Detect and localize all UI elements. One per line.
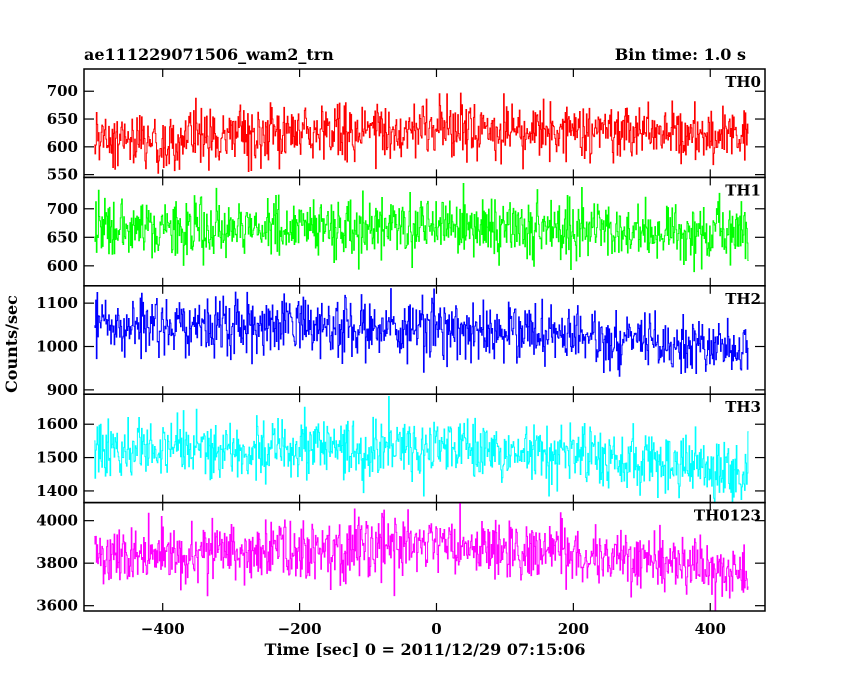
panel-label-th0: TH0 bbox=[725, 73, 761, 91]
x-tick-label: 400 bbox=[695, 620, 726, 638]
panel-label-th0123: TH0123 bbox=[694, 507, 761, 525]
series-line-th3 bbox=[94, 396, 749, 503]
chart-title: ae111229071506_wam2_trn bbox=[84, 45, 334, 64]
x-tick-label: −200 bbox=[278, 620, 322, 638]
panel-label-th3: TH3 bbox=[725, 398, 761, 416]
series-line-th0 bbox=[94, 92, 749, 174]
series-line-th1 bbox=[94, 182, 749, 273]
y-tick-label-th2: 900 bbox=[47, 381, 78, 399]
y-tick-label-th0123: 3600 bbox=[36, 597, 78, 615]
y-tick-label-th0: 650 bbox=[47, 110, 78, 128]
y-tick-label-th0123: 3800 bbox=[36, 554, 78, 572]
y-tick-label-th3: 1400 bbox=[36, 482, 78, 500]
y-axis-label: Counts/sec bbox=[2, 295, 21, 393]
y-tick-label-th0: 550 bbox=[47, 166, 78, 184]
bin-time-label: Bin time: 1.0 s bbox=[615, 45, 746, 64]
panel-frame-th0123 bbox=[83, 501, 766, 612]
x-axis-label: Time [sec] 0 = 2011/12/29 07:15:06 bbox=[265, 640, 586, 659]
y-tick-label-th3: 1500 bbox=[36, 449, 78, 467]
x-tick-label: −400 bbox=[141, 620, 185, 638]
x-tick-label: 200 bbox=[558, 620, 589, 638]
y-tick-label-th0123: 4000 bbox=[36, 512, 78, 530]
y-tick-label-th0: 700 bbox=[47, 82, 78, 100]
y-tick-label-th1: 700 bbox=[47, 200, 78, 218]
x-tick-label: 0 bbox=[431, 620, 441, 638]
series-line-th2 bbox=[94, 288, 749, 377]
y-tick-label-th1: 600 bbox=[47, 257, 78, 275]
y-tick-label-th1: 650 bbox=[47, 228, 78, 246]
y-tick-label-th2: 1100 bbox=[36, 294, 78, 312]
y-tick-label-th0: 600 bbox=[47, 138, 78, 156]
y-tick-label-th3: 1600 bbox=[36, 415, 78, 433]
panels-group: 550 600 650 700 TH0 600 650 700 TH1 900 1000 1100 TH… bbox=[36, 68, 766, 638]
series-line-th0123 bbox=[94, 502, 749, 612]
panel-label-th2: TH2 bbox=[725, 290, 761, 308]
panel-label-th1: TH1 bbox=[725, 181, 761, 199]
y-tick-label-th2: 1000 bbox=[36, 338, 78, 356]
